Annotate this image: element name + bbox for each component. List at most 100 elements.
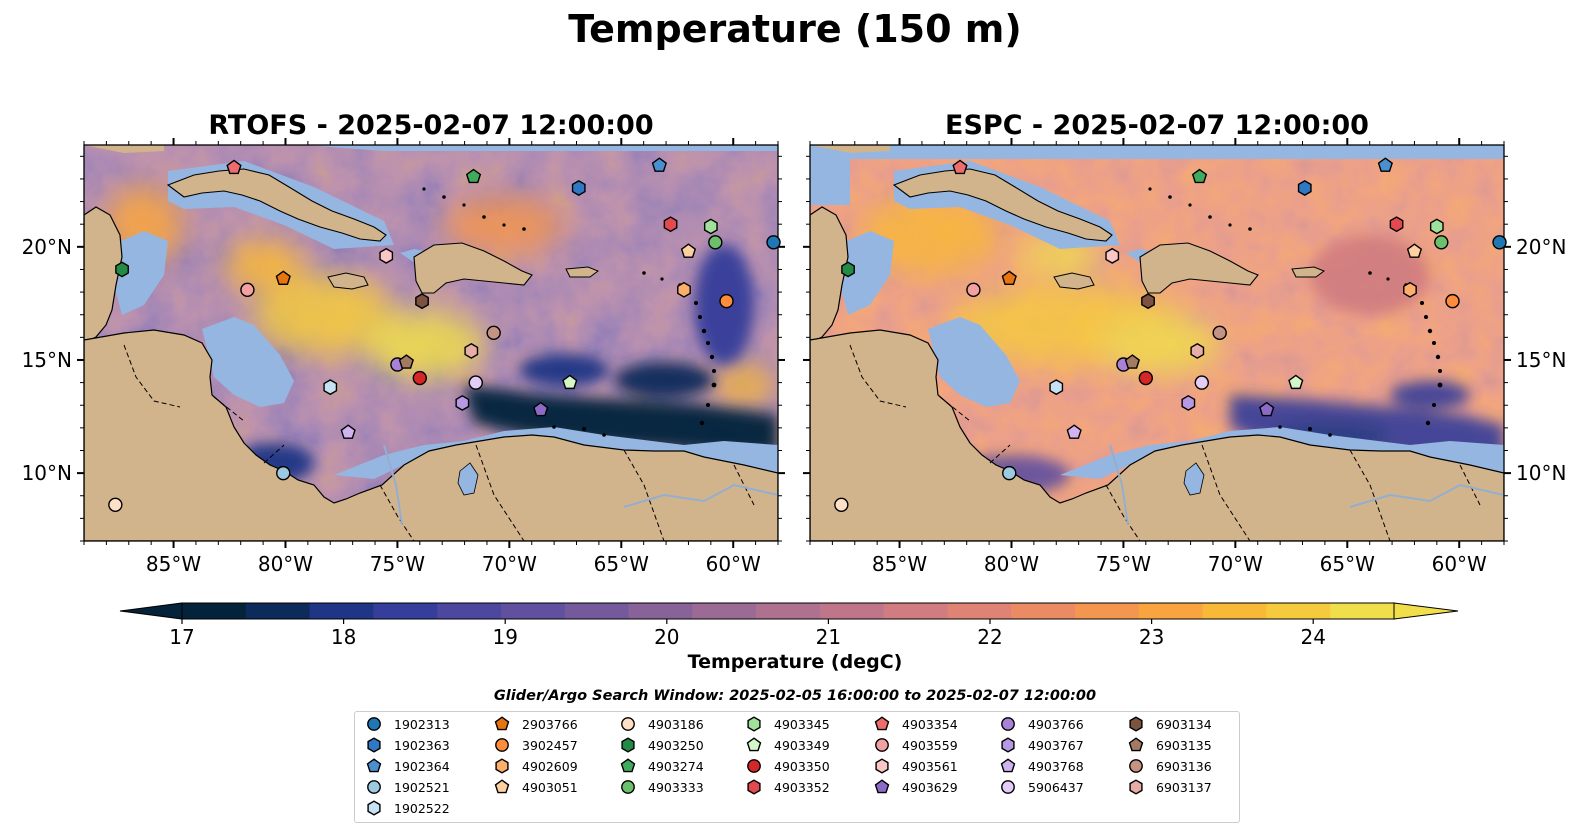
float-marker-4903349	[1288, 374, 1304, 390]
colorbar-segment	[1330, 603, 1395, 619]
axes-layer: 85°W 80°W 75°W 70°W 65°W 60°W 10°N 15°N 20°N 85°W…	[22, 138, 1566, 576]
colorbar-segment	[373, 603, 438, 619]
legend-item: 4903766	[999, 714, 1084, 734]
circle-marker-icon	[747, 759, 761, 773]
float-marker-5906437	[468, 375, 483, 390]
float-marker-1902364	[651, 157, 667, 172]
legend-item: 6903137	[1127, 777, 1212, 797]
legend-item: 1902521	[365, 777, 450, 797]
legend-item: 4903349	[745, 735, 830, 755]
legend-marker-4903333	[621, 780, 635, 794]
legend-label: 4903768	[1028, 758, 1084, 774]
search-window-caption: Glider/Argo Search Window: 2025-02-05 16…	[494, 688, 1096, 704]
float-marker-6903134	[1141, 293, 1155, 310]
float-marker-4903051	[680, 243, 697, 258]
float-marker-4903354	[226, 159, 242, 175]
float-marker-1902521	[1002, 465, 1017, 481]
legend-label: 5906437	[1028, 779, 1084, 795]
legend-label: 4903349	[774, 737, 830, 753]
circle-marker-icon	[1001, 717, 1015, 731]
float-marker-4903559	[240, 282, 255, 298]
legend-label: 1902363	[394, 737, 450, 753]
float-marker-1902522	[1049, 379, 1064, 396]
y-tick-label: 10°N	[22, 461, 72, 485]
float-marker-4903250	[115, 261, 129, 278]
float-marker-4903333	[1434, 235, 1449, 250]
legend-marker-3902457	[495, 738, 509, 752]
y-tick-label: 20°N	[1516, 235, 1566, 259]
hexagon-marker-icon	[875, 758, 889, 774]
axes-frame-rtofs	[83, 144, 779, 542]
legend-item: 4903345	[745, 714, 830, 734]
colorbar-segment	[756, 603, 821, 619]
colorbar-segment	[883, 603, 948, 619]
colorbar-segment	[437, 603, 502, 619]
legend-marker-4903349	[746, 737, 762, 752]
legend-marker-4903352	[747, 779, 761, 795]
float-marker-6903137	[464, 342, 479, 359]
colorbar-segment	[692, 603, 757, 619]
pentagon-marker-icon	[1000, 758, 1016, 773]
float-marker-1902521	[276, 465, 291, 481]
y-tick-label: 20°N	[22, 235, 72, 259]
legend-item: 4903354	[873, 714, 958, 734]
legend-item: 1902363	[365, 735, 450, 755]
legend-label: 4903350	[774, 758, 830, 774]
legend-label: 6903134	[1156, 716, 1212, 732]
float-marker-4903345	[703, 218, 718, 235]
float-marker-4903274	[465, 168, 482, 184]
legend-label: 4903051	[522, 779, 578, 795]
legend-item: 6903135	[1127, 735, 1212, 755]
legend-item: 4902609	[493, 756, 578, 776]
legend-item: 4903561	[873, 756, 958, 776]
float-marker-4903561	[379, 247, 394, 264]
float-marker-1902522	[323, 379, 338, 396]
legend-item: 4903274	[619, 756, 704, 776]
float-marker-6903137	[1190, 342, 1205, 359]
y-tick-label: 10°N	[1516, 461, 1566, 485]
legend-marker-4903186	[621, 717, 635, 731]
colorbar-tick-label: 19	[492, 625, 517, 649]
legend-item: 4903186	[619, 714, 704, 734]
hexagon-marker-icon	[1001, 737, 1015, 753]
legend-marker-4903350	[747, 759, 761, 773]
legend-item: 1902522	[365, 798, 450, 818]
legend-label: 1902522	[394, 800, 450, 816]
float-marker-6903135	[398, 354, 414, 369]
circle-marker-icon	[875, 738, 889, 752]
panel-title-rtofs: RTOFS - 2025-02-07 12:00:00	[208, 110, 653, 141]
float-marker-4903559	[966, 282, 981, 298]
float-marker-4903561	[1105, 247, 1120, 264]
legend-label: 4903767	[1028, 737, 1084, 753]
legend-label: 1902313	[394, 716, 450, 732]
float-marker-1902364	[1377, 157, 1393, 172]
legend-marker-6903135	[1128, 737, 1144, 752]
float-marker-4903629	[533, 401, 549, 417]
float-marker-6903134	[415, 293, 429, 310]
float-marker-4903345	[1429, 218, 1444, 235]
hexagon-marker-icon	[747, 716, 761, 732]
legend-label: 6903135	[1156, 737, 1212, 753]
colorbar-extend-high	[1393, 602, 1459, 620]
figure-title: Temperature (150 m)	[568, 7, 1021, 51]
legend-item: 1902313	[365, 714, 450, 734]
legend-marker-1902313	[367, 717, 381, 731]
legend-label: 1902521	[394, 779, 450, 795]
x-tick-label: 60°W	[1432, 552, 1487, 576]
legend-item: 4903767	[999, 735, 1084, 755]
float-marker-4903349	[562, 374, 578, 390]
colorbar-tick-label: 21	[816, 625, 841, 649]
legend-marker-4902609	[495, 758, 509, 774]
colorbar-tick-label: 20	[654, 625, 679, 649]
float-marker-4903274	[1191, 168, 1208, 184]
circle-marker-icon	[1129, 759, 1143, 773]
colorbar-tick-label: 23	[1139, 625, 1164, 649]
legend-label: 4903352	[774, 779, 830, 795]
float-marker-6903136	[1212, 325, 1227, 341]
legend-marker-1902364	[366, 758, 382, 773]
float-marker-4902609	[677, 281, 691, 298]
panel-title-espc: ESPC - 2025-02-07 12:00:00	[945, 110, 1369, 141]
colorbar-segment	[628, 603, 693, 619]
legend-label: 4902609	[522, 758, 578, 774]
colorbar-tick-label: 17	[169, 625, 194, 649]
